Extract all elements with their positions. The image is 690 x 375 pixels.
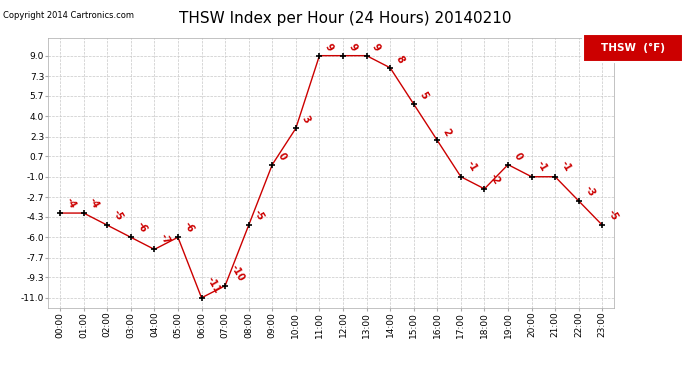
Text: -4: -4 [87, 196, 101, 210]
Text: -1: -1 [535, 159, 549, 174]
Text: -5: -5 [606, 208, 620, 222]
Text: 5: 5 [417, 90, 429, 101]
Text: 0: 0 [511, 151, 524, 162]
Text: -6: -6 [181, 220, 195, 234]
Text: -10: -10 [228, 262, 246, 283]
Text: -1: -1 [559, 159, 573, 174]
Text: -3: -3 [582, 184, 596, 198]
Text: 2: 2 [441, 126, 453, 137]
Text: 0: 0 [276, 151, 288, 162]
Text: 9: 9 [323, 42, 335, 53]
Text: 3: 3 [299, 114, 311, 125]
Text: -6: -6 [135, 220, 148, 234]
Text: THSW  (°F): THSW (°F) [601, 43, 665, 53]
Text: -1: -1 [464, 159, 478, 174]
Text: 8: 8 [394, 54, 406, 65]
Text: -11: -11 [205, 274, 222, 295]
Text: 9: 9 [346, 42, 359, 53]
Text: THSW Index per Hour (24 Hours) 20140210: THSW Index per Hour (24 Hours) 20140210 [179, 11, 511, 26]
Text: -7: -7 [158, 232, 172, 246]
Text: -4: -4 [63, 196, 78, 210]
Text: -5: -5 [111, 208, 125, 222]
Text: Copyright 2014 Cartronics.com: Copyright 2014 Cartronics.com [3, 11, 135, 20]
Text: -5: -5 [253, 208, 266, 222]
Text: 9: 9 [370, 42, 382, 53]
Text: -2: -2 [488, 171, 502, 186]
